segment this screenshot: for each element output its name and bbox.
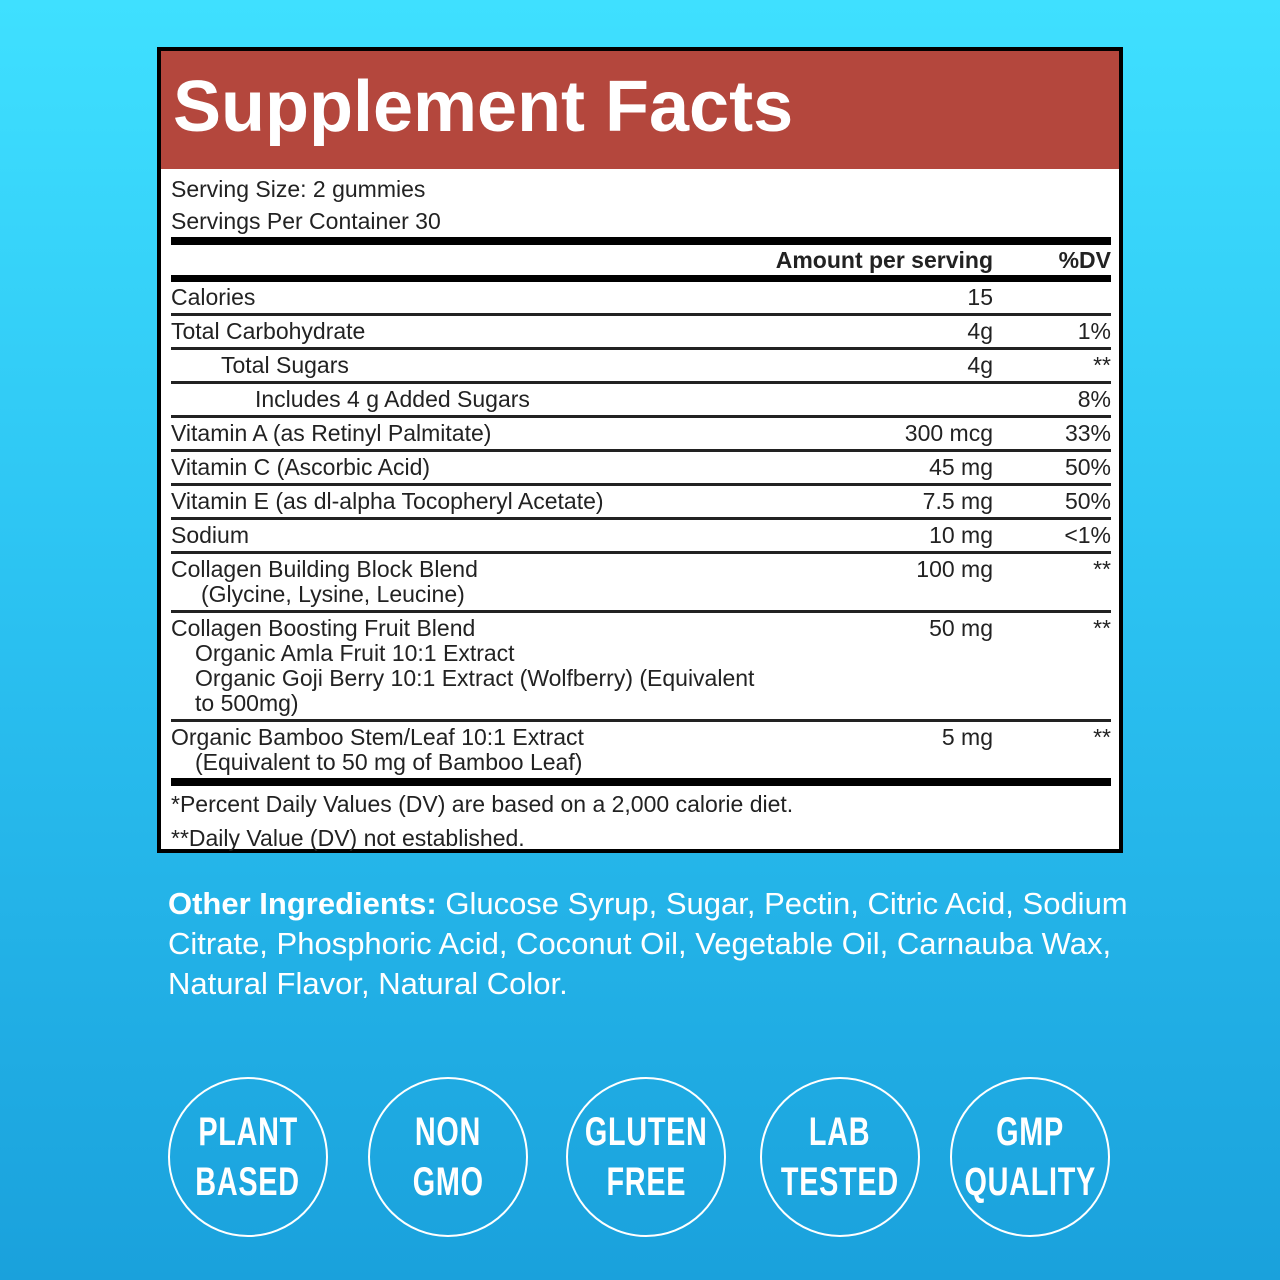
badge-text: BASED xyxy=(195,1160,301,1204)
nutrient-line: Organic Amla Fruit 10:1 Extract xyxy=(195,640,515,666)
nutrient-line: Includes 4 g Added Sugars xyxy=(255,386,530,412)
nutrient-name: Total Carbohydrate xyxy=(171,319,763,344)
panel-title: Supplement Facts xyxy=(161,51,1119,169)
nutrient-row: Total Sugars 4g ** xyxy=(171,350,1111,384)
nutrient-name: Vitamin C (Ascorbic Acid) xyxy=(171,455,763,480)
nutrient-row: Vitamin C (Ascorbic Acid) 45 mg 50% xyxy=(171,452,1111,486)
nutrient-name: Vitamin E (as dl-alpha Tocopheryl Acetat… xyxy=(171,489,763,514)
badge-text: LAB xyxy=(809,1110,871,1154)
nutrient-line: Vitamin E (as dl-alpha Tocopheryl Acetat… xyxy=(171,488,604,514)
panel-body: Serving Size: 2 gummies Servings Per Con… xyxy=(161,169,1119,854)
badge: NON GMO xyxy=(368,1077,528,1237)
nutrient-line: Total Sugars xyxy=(221,352,349,378)
amount: 15 xyxy=(967,284,993,310)
nutrient-name: Collagen Building Block Blend (Glycine, L… xyxy=(171,557,763,607)
nutrient-row: Organic Bamboo Stem/Leaf 10:1 Extract (Eq… xyxy=(171,722,1111,778)
servings-per-container: Servings Per Container 30 xyxy=(171,208,441,234)
nutrient-name: Total Sugars xyxy=(171,353,763,378)
nutrient-name: Collagen Boosting Fruit Blend Organic Aml… xyxy=(171,616,763,716)
nutrient-line: (Glycine, Lysine, Leucine) xyxy=(201,581,465,607)
nutrient-row: Calories 15 xyxy=(171,282,1111,316)
nutrient-rows: Calories 15 Total Carbohydrate 4g 1% Total Su… xyxy=(171,282,1111,778)
footnote: *Percent Daily Values (DV) are based on … xyxy=(171,791,794,817)
other-ingredients-label: Other Ingredients: xyxy=(168,886,437,921)
amount: 5 mg xyxy=(941,724,993,750)
badge-text: GMO xyxy=(412,1160,484,1204)
nutrient-name: Sodium xyxy=(171,523,763,548)
amount: 4g xyxy=(967,352,993,378)
badge-text: TESTED xyxy=(781,1160,899,1204)
amount: 10 mg xyxy=(929,522,993,548)
amount: 7.5 mg xyxy=(922,488,993,514)
daily-value: 8% xyxy=(1077,386,1111,412)
nutrient-row: Total Carbohydrate 4g 1% xyxy=(171,316,1111,350)
amount: 4g xyxy=(967,318,993,344)
badge-text: PLANT xyxy=(198,1110,298,1154)
daily-value: ** xyxy=(1093,556,1111,582)
nutrient-line: Collagen Building Block Blend xyxy=(171,556,478,582)
nutrient-name: Vitamin A (as Retinyl Palmitate) xyxy=(171,421,763,446)
nutrient-row: Collagen Building Block Blend (Glycine, L… xyxy=(171,554,1111,613)
amount: 100 mg xyxy=(916,556,993,582)
nutrient-line: Organic Bamboo Stem/Leaf 10:1 Extract xyxy=(171,724,584,750)
badge-text: GLUTEN xyxy=(584,1110,708,1154)
serving-size: Serving Size: 2 gummies xyxy=(171,176,426,202)
daily-value: <1% xyxy=(1064,522,1111,548)
rule xyxy=(171,778,1111,786)
nutrient-row: Vitamin E (as dl-alpha Tocopheryl Acetat… xyxy=(171,486,1111,520)
dv-header: %DV xyxy=(1058,247,1111,273)
daily-value: 50% xyxy=(1064,488,1111,514)
other-ingredients-text: Glucose Syrup, Sugar, Pectin, Citric Aci… xyxy=(168,886,1128,1001)
nutrient-row: Vitamin A (as Retinyl Palmitate) 300 mcg 3… xyxy=(171,418,1111,452)
daily-value: ** xyxy=(1093,724,1111,750)
badge-text: NON xyxy=(414,1110,482,1154)
nutrient-line: (Equivalent to 50 mg of Bamboo Leaf) xyxy=(195,749,583,775)
nutrient-row: Includes 4 g Added Sugars 8% xyxy=(171,384,1111,418)
daily-value: 33% xyxy=(1064,420,1111,446)
nutrient-name: Includes 4 g Added Sugars xyxy=(171,387,763,412)
badge-text: GMP xyxy=(996,1110,1064,1154)
badge: PLANT BASED xyxy=(168,1077,328,1237)
nutrient-line: Sodium xyxy=(171,522,249,548)
nutrient-name: Calories xyxy=(171,285,763,310)
badge: LAB TESTED xyxy=(760,1077,920,1237)
nutrient-name: Organic Bamboo Stem/Leaf 10:1 Extract (Eq… xyxy=(171,725,763,775)
daily-value: 50% xyxy=(1064,454,1111,480)
amount-header: Amount per serving xyxy=(775,247,993,273)
nutrient-line: Organic Goji Berry 10:1 Extract (Wolfber… xyxy=(195,665,755,716)
table-header: Amount per serving %DV xyxy=(171,237,1111,282)
nutrient-line: Vitamin A (as Retinyl Palmitate) xyxy=(171,420,492,446)
daily-value: ** xyxy=(1093,352,1111,378)
nutrient-line: Vitamin C (Ascorbic Acid) xyxy=(171,454,431,480)
amount: 50 mg xyxy=(929,615,993,641)
nutrient-line: Collagen Boosting Fruit Blend xyxy=(171,615,476,641)
supplement-panel: Supplement Facts Serving Size: 2 gummies… xyxy=(157,47,1123,853)
nutrient-line: Total Carbohydrate xyxy=(171,318,366,344)
amount: 45 mg xyxy=(929,454,993,480)
nutrient-line: Calories xyxy=(171,284,256,310)
other-ingredients: Other Ingredients: Glucose Syrup, Sugar,… xyxy=(168,884,1128,1004)
nutrient-row: Collagen Boosting Fruit Blend Organic Aml… xyxy=(171,613,1111,722)
badge-text: FREE xyxy=(606,1160,686,1204)
amount: 300 mcg xyxy=(904,420,993,446)
badge: GLUTEN FREE xyxy=(566,1077,726,1237)
daily-value: 1% xyxy=(1077,318,1111,344)
footnote: **Daily Value (DV) not established. xyxy=(171,825,525,851)
badge-text: QUALITY xyxy=(964,1160,1096,1204)
daily-value: ** xyxy=(1093,615,1111,641)
nutrient-row: Sodium 10 mg <1% xyxy=(171,520,1111,554)
badge: GMP QUALITY xyxy=(950,1077,1110,1237)
